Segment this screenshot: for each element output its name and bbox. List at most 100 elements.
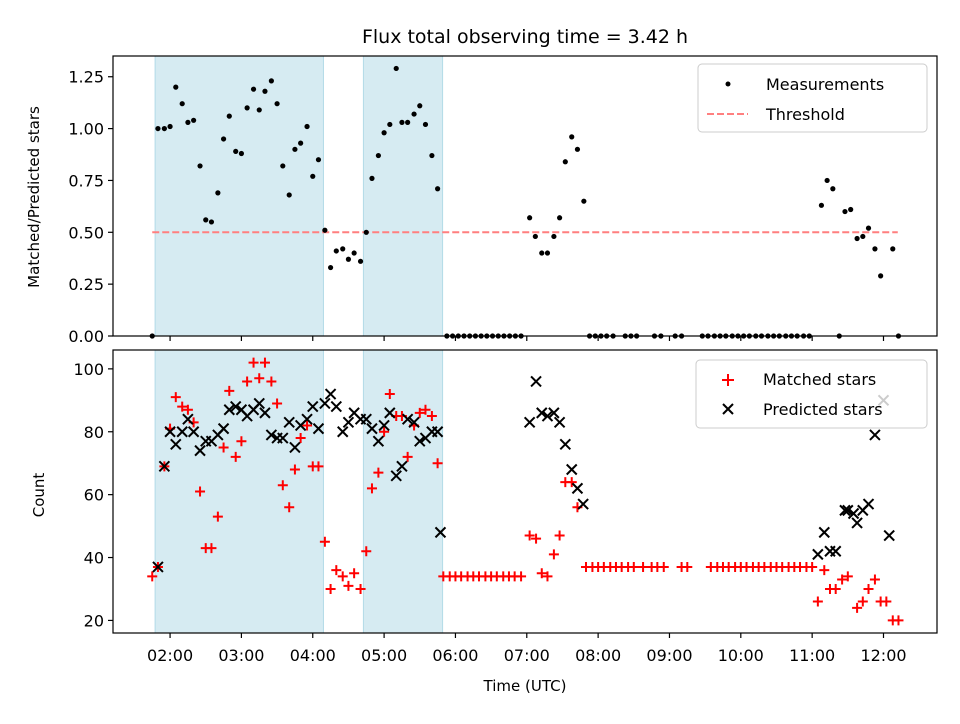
data-point [434,526,447,539]
bottom-y-tick-label: 60 [84,486,104,505]
data-point [250,86,257,92]
data-point [837,574,848,585]
top-legend: Measurements Threshold [697,63,928,133]
data-point [265,429,278,441]
data-point [220,136,227,142]
data-point [375,152,381,159]
data-point [830,583,841,594]
data-point [819,565,830,576]
data-point [554,530,565,541]
data-point [322,227,328,233]
data-point [289,464,300,475]
x-tick-label: 07:00 [504,646,550,665]
bottom-observing-band-1 [362,349,444,634]
data-point [283,416,295,429]
data-point [238,150,245,157]
data-point [399,119,405,125]
data-point [878,273,884,279]
data-point [274,101,280,107]
data-point [566,477,577,488]
data-point [812,596,823,607]
data-point [179,101,185,107]
top-axes-frame [112,55,938,337]
data-point [289,441,301,454]
data-point [852,602,863,613]
data-point [384,407,396,419]
data-point [217,422,230,435]
data-point [167,123,173,130]
data-point [548,407,560,419]
data-point [432,458,443,469]
data-point [548,549,559,560]
data-point [312,422,325,435]
top-y-tick-label: 0.00 [68,327,104,346]
data-point [865,225,872,231]
data-point [881,596,892,607]
bottom-y-tick-label: 100 [73,360,104,379]
data-point [203,217,209,223]
bottom-series-predicted-stars [152,375,895,573]
data-point [381,130,387,136]
data-point [147,571,158,582]
bottom-legend: Matched stars Predicted stars [695,359,928,429]
data-point [333,248,339,254]
data-point [890,246,896,252]
data-point [304,123,310,130]
data-point [266,376,277,387]
data-point [516,571,527,582]
data-point [366,483,377,494]
data-point [553,416,566,429]
data-point [530,375,542,388]
x-tick-label: 11:00 [789,646,835,665]
data-point [658,561,669,572]
data-point [682,561,693,572]
data-point [337,571,348,582]
data-point [161,125,167,132]
data-point [286,192,292,198]
data-point [319,536,330,547]
data-point [426,411,437,422]
data-point [330,400,343,413]
data-point [818,202,825,208]
top-y-axis-label: Matched/Predicted stars [25,106,43,288]
data-point [284,502,295,513]
data-point [187,426,200,438]
data-point [173,84,179,90]
legend-measurements-marker [725,81,731,87]
chart-title: Flux total observing time = 3.42 h [362,26,688,48]
data-point [411,111,417,117]
data-point [342,416,355,429]
data-point [268,78,274,84]
data-point [854,235,860,242]
data-point [842,504,854,517]
data-point [361,546,372,557]
data-point [402,451,413,462]
data-point [387,121,393,128]
data-point [337,426,349,438]
data-point [532,233,538,240]
data-point [839,504,851,517]
data-point [236,436,247,447]
data-point [208,219,215,225]
data-point [860,233,866,240]
data-point [223,404,235,416]
bottom-axes-frame [112,349,938,634]
data-point [253,397,265,410]
data-point [557,215,563,221]
data-point [559,438,572,451]
data-point [527,215,533,221]
data-point [327,264,334,271]
top-observing-band-1 [362,55,444,337]
data-point [360,413,372,425]
data-point [242,376,253,387]
data-point [170,392,181,403]
data-point [194,444,206,457]
data-point [155,125,161,132]
data-point [277,432,289,444]
data-point [310,173,316,179]
data-point [170,438,182,451]
data-point [562,159,568,165]
data-point [331,565,342,576]
top-legend-frame [697,63,928,133]
data-point [372,435,385,447]
